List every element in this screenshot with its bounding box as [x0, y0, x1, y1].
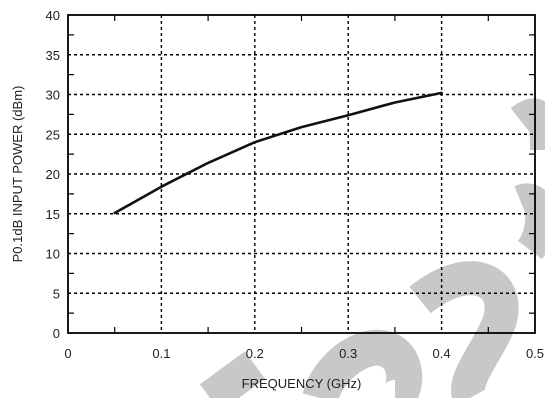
x-tick-label: 0.2 — [246, 346, 264, 361]
x-tick-label: 0.4 — [433, 346, 451, 361]
minor-ticks — [68, 15, 535, 333]
x-tick-label: 0.1 — [152, 346, 170, 361]
y-tick-label: 30 — [46, 88, 60, 103]
y-axis-label: P0.1dB INPUT POWER (dBm) — [10, 86, 25, 263]
series-group — [113, 91, 443, 215]
y-tick-label: 25 — [46, 127, 60, 142]
x-tick-label: 0 — [64, 346, 71, 361]
watermark — [199, 98, 545, 398]
x-tick-label: 0.5 — [526, 346, 544, 361]
series-line — [113, 91, 443, 215]
grid — [68, 15, 535, 333]
x-tick-label: 0.3 — [339, 346, 357, 361]
x-tick-labels: 0 0.1 0.2 0.3 0.4 0.5 — [64, 346, 544, 361]
y-tick-label: 10 — [46, 247, 60, 262]
x-axis-label: FREQUENCY (GHz) — [242, 376, 362, 391]
y-tick-label: 20 — [46, 167, 60, 182]
y-tick-label: 40 — [46, 8, 60, 23]
y-tick-label: 0 — [53, 326, 60, 341]
y-tick-label: 15 — [46, 207, 60, 222]
plot-frame — [67, 14, 536, 334]
y-tick-label: 35 — [46, 48, 60, 63]
y-tick-labels: 0 5 10 15 20 25 30 35 40 — [46, 8, 60, 341]
y-tick-label: 5 — [53, 286, 60, 301]
